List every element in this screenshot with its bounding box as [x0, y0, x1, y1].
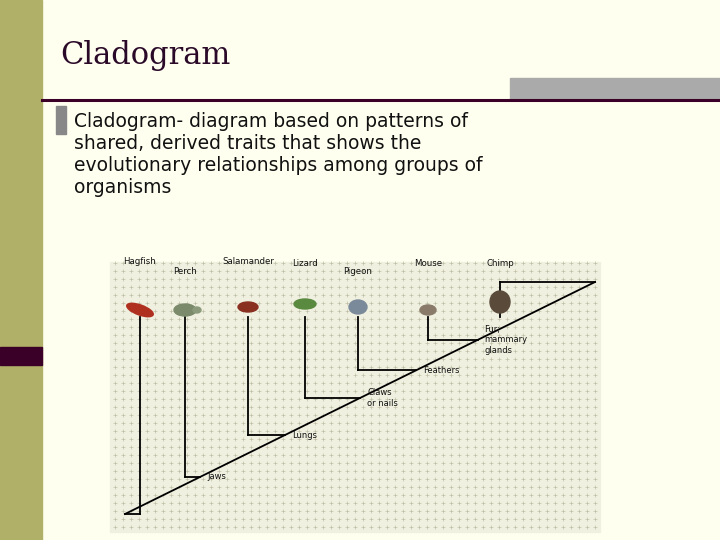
Bar: [110, 262, 600, 532]
Text: Hagfish: Hagfish: [124, 257, 156, 266]
Text: Chimp: Chimp: [486, 259, 514, 268]
Text: Perch: Perch: [173, 267, 197, 276]
Bar: [0, 0, 42, 540]
Text: Pigeon: Pigeon: [343, 267, 372, 276]
Bar: [0, 347, 42, 365]
Text: shared, derived traits that shows the: shared, derived traits that shows the: [73, 134, 421, 153]
Text: Jaws: Jaws: [207, 472, 226, 481]
Ellipse shape: [490, 291, 510, 313]
Ellipse shape: [174, 304, 196, 316]
Text: Cladogram- diagram based on patterns of: Cladogram- diagram based on patterns of: [73, 112, 467, 131]
Bar: [55, 106, 66, 134]
Text: Fur;
mammary
glands: Fur; mammary glands: [485, 325, 528, 355]
Ellipse shape: [238, 302, 258, 312]
Text: Lungs: Lungs: [292, 430, 317, 440]
Ellipse shape: [294, 299, 316, 309]
Ellipse shape: [420, 305, 436, 315]
Ellipse shape: [349, 300, 367, 314]
Text: Claws
or nails: Claws or nails: [367, 388, 398, 408]
Text: evolutionary relationships among groups of: evolutionary relationships among groups …: [73, 156, 482, 175]
Ellipse shape: [127, 303, 153, 316]
Text: Salamander: Salamander: [222, 257, 274, 266]
Text: Mouse: Mouse: [414, 259, 442, 268]
Text: Feathers: Feathers: [423, 366, 460, 375]
Text: organisms: organisms: [73, 178, 171, 197]
Ellipse shape: [193, 307, 201, 313]
Text: Lizard: Lizard: [292, 259, 318, 268]
Bar: [510, 78, 720, 100]
Text: Cladogram: Cladogram: [60, 40, 230, 71]
